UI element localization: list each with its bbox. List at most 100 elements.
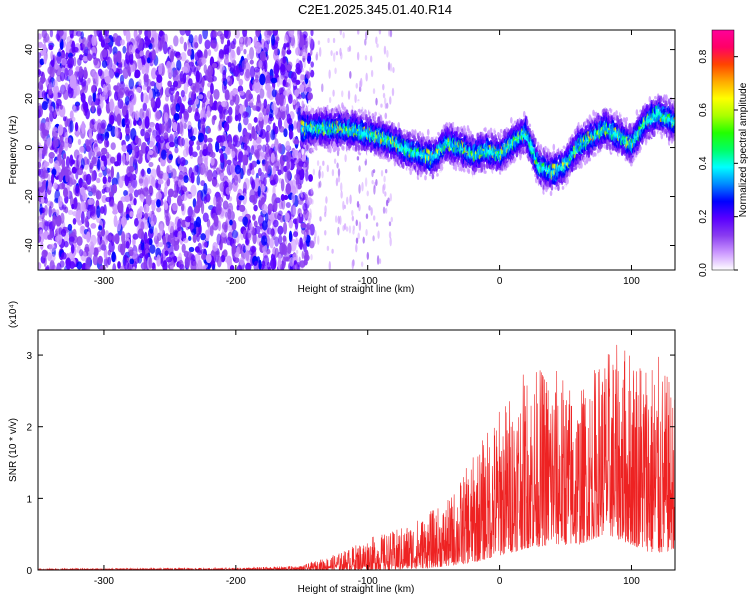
heatmap-cell (250, 145, 255, 156)
heatmap-cell (156, 126, 161, 138)
heatmap-cell (365, 213, 369, 220)
heatmap-cell (388, 30, 391, 37)
heatmap-cell (49, 110, 54, 122)
heatmap-cell (364, 38, 367, 46)
heatmap-cell (227, 208, 232, 220)
heatmap-cell (100, 119, 107, 130)
heatmap-cell (255, 150, 260, 161)
heatmap-cell (126, 65, 131, 74)
heatmap-cell (224, 89, 230, 101)
heatmap-cell (229, 163, 236, 175)
heatmap-cell (317, 235, 320, 245)
heatmap-cell (263, 40, 270, 53)
heatmap-cell (48, 88, 53, 96)
heatmap-cell (266, 103, 271, 113)
heatmap-cell (179, 36, 184, 45)
heatmap-cell (300, 190, 303, 198)
heatmap-cell (156, 254, 161, 267)
heatmap-cell (297, 194, 300, 201)
heatmap-cell (311, 152, 315, 157)
heatmap-cell (55, 108, 61, 117)
heatmap-cell (288, 219, 294, 229)
heatmap-cell (173, 50, 178, 57)
heatmap-cell (138, 178, 144, 184)
heatmap-cell (295, 262, 299, 270)
heatmap-cell (84, 218, 89, 228)
heatmap-cell (266, 248, 271, 255)
heatmap-cell (274, 46, 279, 56)
heatmap-cell (364, 109, 367, 115)
heatmap-cell (372, 235, 375, 242)
heatmap-cell (365, 228, 368, 237)
heatmap-cell (382, 83, 385, 91)
heatmap-cell (301, 201, 304, 207)
heatmap-cell (299, 83, 305, 93)
heatmap-cell (92, 254, 99, 266)
heatmap-cell (58, 30, 64, 37)
heatmap-cell (326, 164, 330, 173)
heatmap-cell (418, 131, 422, 137)
heatmap-cell (360, 261, 364, 267)
heatmap-cell (301, 250, 305, 260)
heatmap-cell (218, 49, 224, 59)
heatmap-cell (272, 30, 279, 36)
heatmap-cell (236, 204, 240, 211)
heatmap-cell (197, 132, 205, 143)
heatmap-cell (101, 147, 108, 155)
heatmap-cell (309, 66, 312, 73)
heatmap-cell (166, 195, 172, 206)
heatmap-cell (308, 174, 313, 182)
heatmap-cell (376, 255, 380, 265)
heatmap-cell (48, 75, 52, 84)
heatmap-cell (286, 170, 292, 180)
heatmap-cell (156, 199, 161, 208)
heatmap-cell (389, 237, 392, 247)
heatmap-cell (160, 124, 164, 137)
heatmap-cell (213, 88, 220, 100)
heatmap-cell (150, 37, 155, 43)
heatmap-cell (97, 135, 104, 144)
heatmap-cell (69, 33, 74, 39)
heatmap-cell (255, 125, 259, 132)
heatmap-cell (179, 264, 185, 270)
heatmap-cell (136, 38, 143, 51)
heatmap-cell (245, 262, 252, 270)
heatmap-cell (111, 251, 116, 263)
heatmap-cell (224, 146, 231, 155)
heatmap-cell (203, 134, 208, 143)
heatmap-cell (85, 173, 92, 185)
heatmap-cell (137, 119, 142, 126)
heatmap-cell (392, 66, 395, 74)
heatmap-cell (93, 247, 99, 257)
heatmap-cell (187, 105, 193, 114)
heatmap-cell (285, 182, 292, 195)
heatmap-cell (312, 110, 316, 114)
heatmap-cell (62, 116, 67, 122)
heatmap-cell (108, 68, 115, 79)
heatmap-cell (44, 121, 51, 131)
heatmap-cell (376, 43, 379, 48)
heatmap-cell (187, 193, 193, 199)
heatmap-cell (408, 131, 412, 136)
heatmap-cell (65, 51, 69, 60)
heatmap-cell (212, 264, 216, 270)
heatmap-cell (163, 202, 169, 211)
heatmap-cell (216, 255, 222, 268)
heatmap-cell (295, 97, 299, 106)
heatmap-cell (142, 92, 149, 105)
heatmap-cell (65, 46, 70, 53)
heatmap-cell (293, 122, 297, 129)
heatmap-cell (253, 204, 258, 212)
heatmap-cell (159, 223, 164, 236)
heatmap-cell (52, 79, 58, 89)
heatmap-cell (291, 149, 298, 159)
heatmap-cell (183, 62, 191, 74)
heatmap-cell (167, 221, 175, 234)
heatmap-cell (309, 240, 315, 249)
heatmap-cell (113, 52, 118, 65)
heatmap-cell (299, 148, 302, 158)
heatmap-cell (236, 246, 241, 256)
heatmap-cell (52, 214, 57, 227)
heatmap-cell (151, 49, 156, 61)
heatmap-cell (257, 232, 262, 239)
